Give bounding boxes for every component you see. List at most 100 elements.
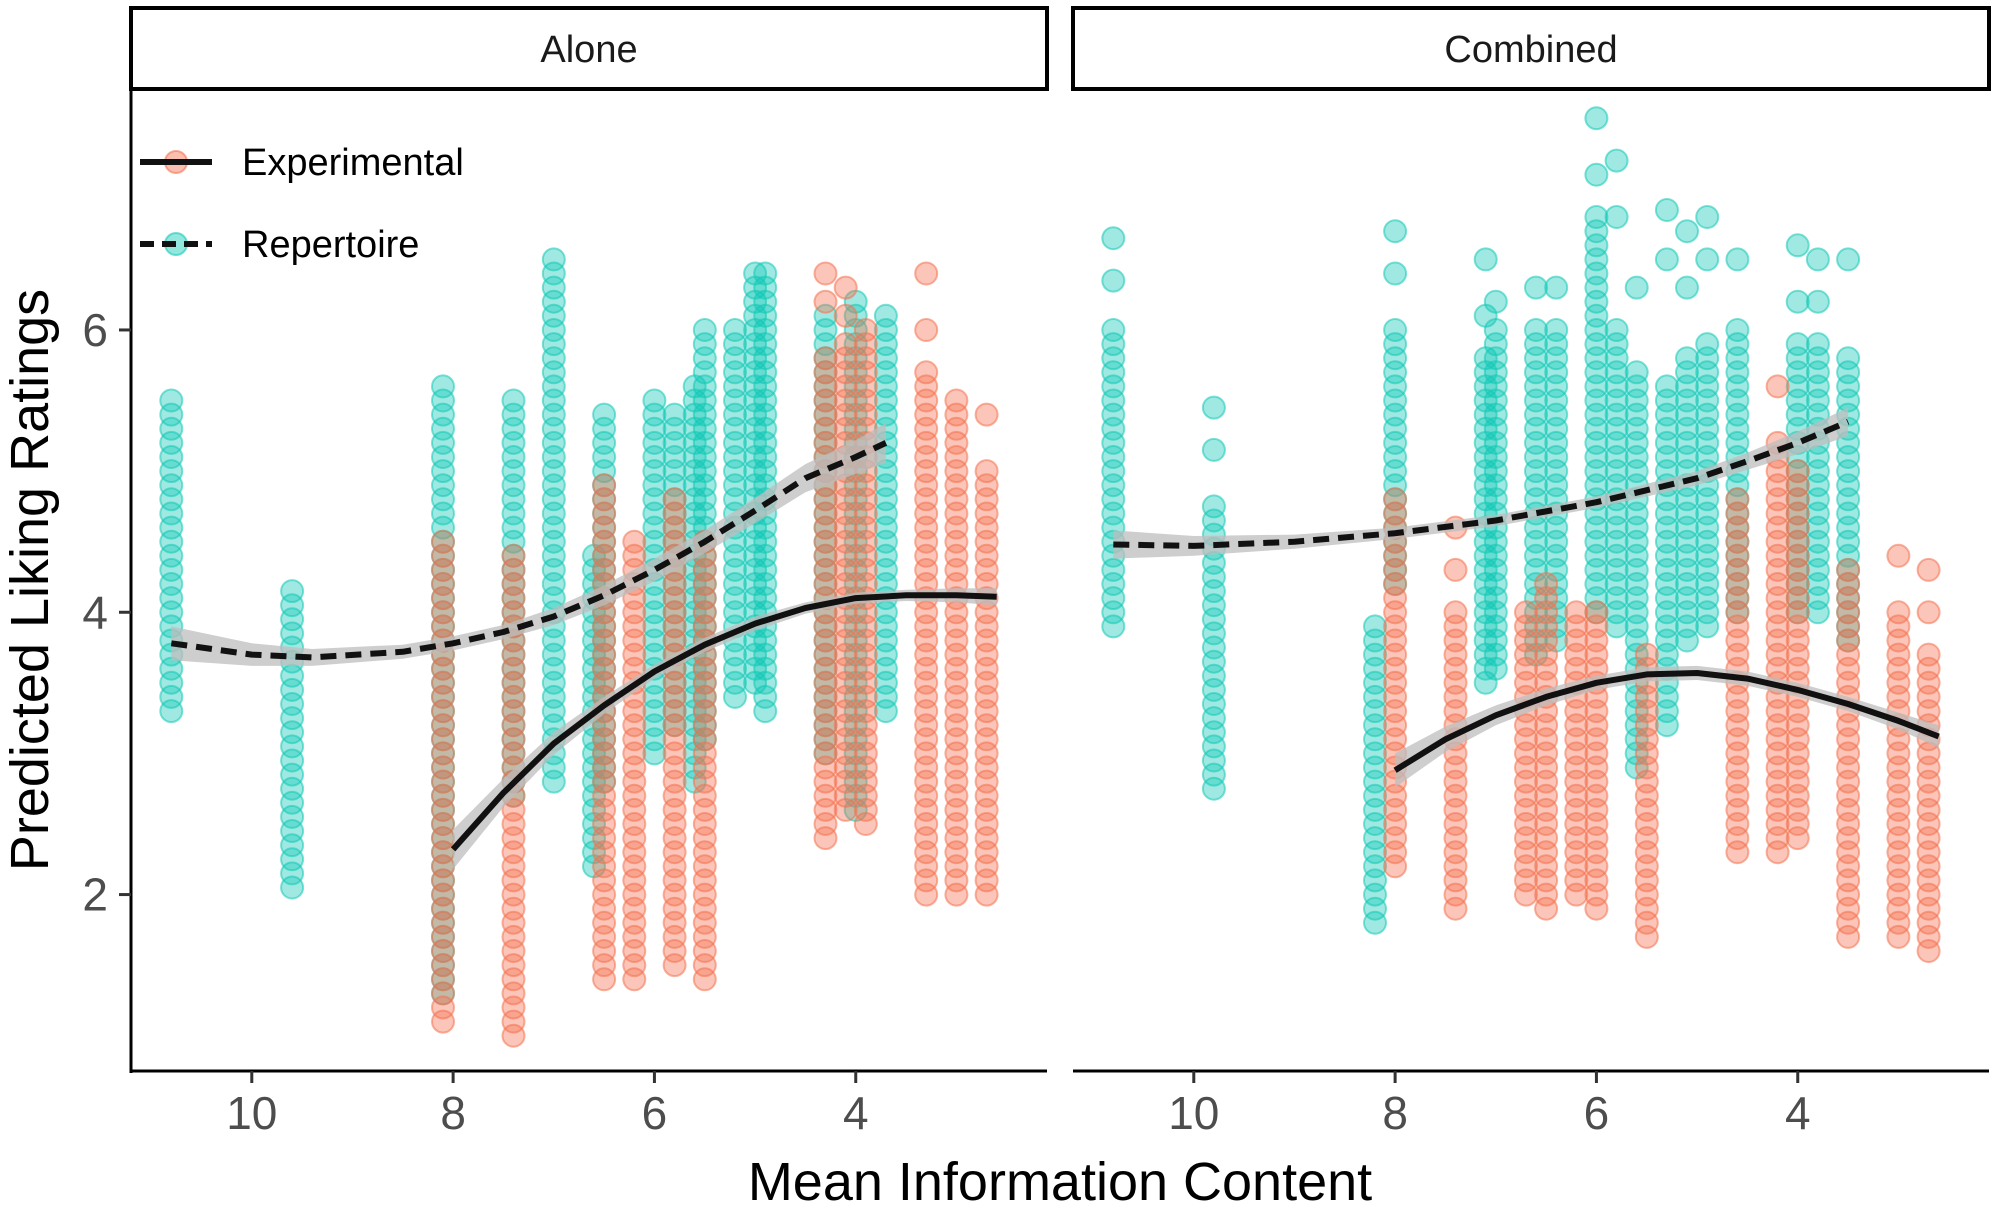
combined-repertoire-point: [1584, 106, 1609, 131]
panel-combined-fits: [1113, 407, 1940, 788]
combined-repertoire-point: [1785, 289, 1810, 314]
combined-repertoire-point: [1836, 247, 1861, 272]
combined-repertoire-point: [1201, 437, 1226, 462]
combined-repertoire-point: [1675, 346, 1699, 371]
panel-alone: Alone 10 8 6 4 2 4 6: [82, 6, 1049, 1139]
panel-alone-fits: [170, 423, 997, 870]
alone-experimental-point: [914, 318, 939, 342]
strip-combined: [1071, 6, 1991, 91]
x-tick-label: 10: [1168, 1087, 1219, 1139]
alone-experimental-point: [974, 402, 999, 427]
y-tick-label: 4: [82, 586, 108, 638]
strip-alone: [129, 6, 1049, 91]
alone-repertoire-point: [753, 261, 778, 286]
x-tick-label: 8: [440, 1087, 466, 1139]
x-tick-label: 6: [1584, 1087, 1610, 1139]
combined-repertoire-point: [1654, 247, 1679, 272]
alone-repertoire-ci-ribbon: [171, 423, 886, 666]
legend-key-repertoire: [140, 232, 212, 256]
alone-experimental-point: [853, 318, 878, 342]
combined-repertoire-point: [1483, 289, 1508, 314]
alone-repertoire-point: [159, 388, 184, 413]
alone-repertoire-point: [280, 579, 305, 604]
legend-key-experimental: [140, 150, 212, 174]
combined-repertoire-point: [1654, 198, 1679, 222]
alone-repertoire-point: [723, 318, 747, 342]
combined-experimental-point: [1916, 600, 1941, 625]
combined-repertoire-fit-line: [1113, 418, 1850, 549]
combined-repertoire-point: [1725, 318, 1750, 342]
combined-repertoire-point: [1695, 247, 1720, 272]
alone-experimental-point: [813, 261, 838, 286]
combined-repertoire-point: [1544, 318, 1569, 342]
combined-repertoire-ci-ribbon: [1113, 407, 1849, 559]
combined-repertoire-point: [1725, 247, 1750, 272]
combined-repertoire-point: [1836, 346, 1861, 371]
panel-combined-points: [1101, 106, 1941, 963]
combined-repertoire-point: [1101, 226, 1126, 251]
combined-repertoire-point: [1383, 318, 1408, 342]
combined-experimental-point: [1383, 487, 1408, 512]
alone-experimental-point: [622, 529, 647, 554]
combined-repertoire-point: [1483, 318, 1508, 342]
alone-repertoire-point: [541, 247, 566, 272]
combined-experimental-point: [1514, 600, 1538, 625]
combined-experimental-point: [1836, 557, 1861, 582]
combined-experimental-point: [1765, 374, 1790, 399]
legend-label-repertoire: Repertoire: [242, 224, 419, 266]
alone-experimental-point: [501, 543, 526, 568]
alone-experimental-point: [813, 346, 838, 371]
strip-label-alone: Alone: [540, 29, 637, 71]
combined-repertoire-point: [1805, 289, 1830, 314]
combined-experimental-point: [1584, 600, 1609, 625]
combined-repertoire-point: [1654, 374, 1679, 399]
combined-repertoire-point: [1624, 275, 1649, 300]
combined-experimental-point: [1785, 459, 1810, 484]
alone-experimental-point: [662, 487, 687, 512]
combined-repertoire-point: [1785, 233, 1810, 258]
combined-repertoire-point: [1201, 395, 1226, 420]
alone-repertoire-point: [431, 374, 455, 399]
combined-repertoire-point: [1363, 614, 1387, 639]
alone-repertoire-point: [642, 388, 667, 413]
combined-repertoire-point: [1524, 318, 1548, 342]
alone-experimental-point: [592, 473, 617, 498]
alone-experimental-point: [944, 388, 969, 413]
combined-repertoire-point: [1584, 205, 1609, 229]
combined-repertoire-point: [1584, 162, 1609, 187]
combined-experimental-point: [1916, 557, 1941, 582]
combined-repertoire-point: [1544, 275, 1569, 300]
alone-experimental-point: [974, 459, 999, 484]
combined-repertoire-point: [1805, 247, 1830, 272]
combined-repertoire-point: [1473, 247, 1498, 272]
combined-experimental-point: [1916, 642, 1941, 667]
alone-repertoire-point: [501, 388, 526, 413]
alone-experimental-point: [914, 261, 939, 286]
y-tick-label: 6: [82, 304, 108, 356]
combined-experimental-point: [1564, 600, 1589, 625]
combined-repertoire-point: [1785, 332, 1810, 357]
x-tick-label: 4: [1785, 1087, 1811, 1139]
alone-repertoire-point: [692, 318, 717, 342]
combined-repertoire-point: [1695, 205, 1720, 229]
x-ticks-alone: 10 8 6 4: [226, 1071, 869, 1139]
combined-repertoire-point: [1604, 318, 1629, 342]
x-axis-title: Mean Information Content: [748, 1152, 1372, 1212]
combined-repertoire-point: [1383, 261, 1408, 286]
strip-label-combined: Combined: [1444, 29, 1617, 71]
combined-experimental-point: [1534, 572, 1559, 596]
combined-experimental-ci-ribbon: [1395, 665, 1939, 788]
alone-experimental-fit-line: [450, 592, 997, 852]
combined-repertoire-point: [1695, 332, 1720, 357]
combined-repertoire-point: [1383, 219, 1408, 244]
alone-repertoire-point: [873, 303, 898, 328]
combined-repertoire-point: [1675, 275, 1699, 300]
combined-experimental-point: [1443, 600, 1468, 625]
combined-experimental-point: [1886, 543, 1911, 568]
combined-repertoire-point: [1805, 332, 1830, 357]
alone-experimental-ci-ribbon: [453, 588, 997, 870]
combined-experimental-point: [1443, 557, 1468, 582]
combined-repertoire-point: [1604, 205, 1629, 229]
alone-experimental-point: [431, 529, 455, 554]
